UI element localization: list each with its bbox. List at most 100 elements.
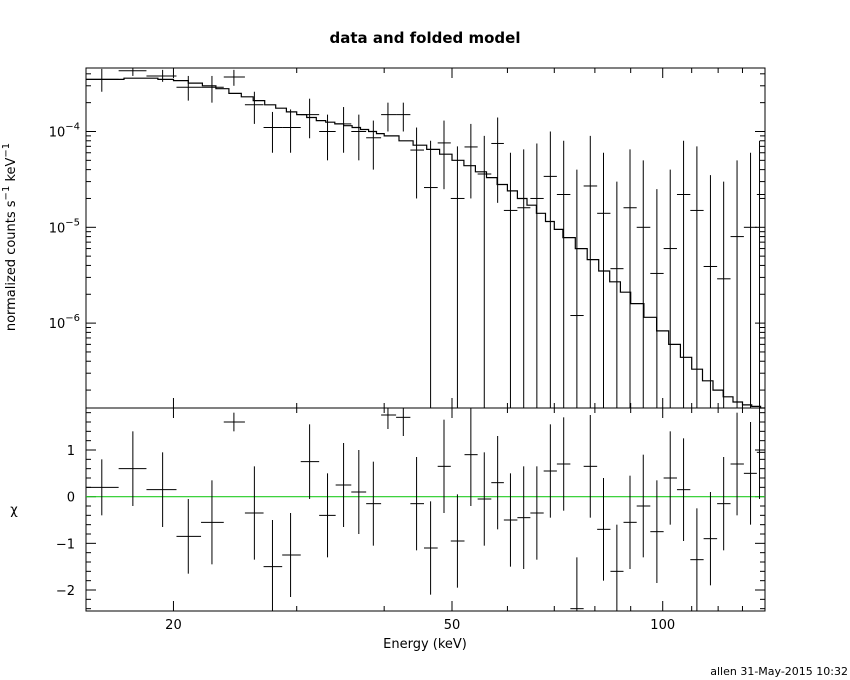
spectrum-frame (85, 67, 766, 409)
residual-point (491, 436, 504, 530)
data-point (351, 114, 367, 161)
residual-point (282, 513, 301, 597)
residual-point (663, 431, 677, 525)
residual-point (717, 457, 731, 551)
res-y-tick-label: 0 (67, 491, 75, 506)
residual-point (223, 412, 245, 432)
data-point (663, 169, 677, 408)
residual-point (477, 452, 492, 546)
spectrum-ytick-labels: 10−410−510−6 (49, 121, 80, 332)
residual-point (437, 419, 451, 513)
y-tick-label: 10−6 (49, 313, 80, 332)
data-point (410, 127, 424, 199)
res-y-tick-label: 1 (67, 444, 75, 459)
data-point (650, 189, 664, 408)
res-y-tick-label: −2 (56, 584, 75, 599)
y-tick-exponent: −4 (65, 121, 80, 132)
x-tick-label: 100 (650, 618, 675, 633)
residuals-panel: −2 −1 0 1 20 50 100 (56, 407, 766, 633)
residual-point (610, 524, 624, 611)
spectrum-ylabel: normalized counts s−1 keV−1 (1, 143, 19, 331)
data-point (610, 181, 624, 408)
residual-crosses (86, 408, 765, 611)
residual-point (623, 475, 637, 569)
residual-point (650, 480, 664, 583)
residual-point (570, 557, 584, 611)
residual-point (300, 424, 320, 499)
y-tick-mantissa: 10 (49, 317, 66, 332)
x-tick-label: 20 (165, 618, 182, 633)
spectrum-ticks (86, 68, 766, 408)
residual-point (703, 492, 718, 586)
residual-point (381, 408, 397, 429)
residual-point (583, 415, 598, 518)
data-point (381, 102, 397, 132)
y-tick-mantissa: 10 (49, 221, 66, 236)
data-point (335, 107, 352, 153)
res-y-tick-label: −1 (56, 537, 75, 552)
residual-point (410, 457, 424, 551)
data-crosses (86, 68, 765, 408)
residual-point (86, 459, 119, 516)
data-point (464, 123, 478, 199)
data-point (717, 181, 731, 408)
residual-point (556, 417, 571, 511)
residual-point (676, 438, 691, 541)
data-point (530, 143, 544, 408)
residual-point (756, 408, 765, 499)
y-tick-mantissa: 10 (49, 125, 66, 140)
x-tick-label: 50 (444, 618, 461, 633)
residual-point (530, 466, 544, 560)
data-point (300, 98, 320, 139)
data-point (503, 152, 518, 408)
y-tick-label: 10−4 (49, 121, 80, 140)
residual-point (597, 478, 611, 581)
residual-point (517, 466, 531, 569)
ylabel-mid: keV (4, 157, 19, 181)
residual-point (335, 443, 352, 527)
residuals-ytick-labels: −2 −1 0 1 (56, 444, 75, 599)
residual-point (176, 499, 202, 574)
data-point (396, 102, 411, 132)
residual-point (366, 461, 382, 546)
data-point (244, 91, 264, 124)
chart-title: data and folded model (330, 29, 521, 47)
data-point (517, 149, 531, 408)
residual-point (636, 454, 651, 558)
data-point (201, 75, 224, 103)
residual-point (503, 473, 518, 567)
data-point (703, 175, 718, 408)
data-point (319, 114, 336, 161)
data-point (263, 111, 283, 153)
data-point (86, 68, 119, 92)
ylabel-prefix: normalized counts s (4, 200, 19, 331)
data-point (556, 140, 571, 408)
data-point (282, 109, 301, 153)
data-point (756, 140, 765, 408)
residual-point (118, 431, 147, 506)
data-point (146, 69, 177, 82)
residual-point (543, 424, 557, 518)
data-point (450, 146, 465, 408)
residuals-frame (85, 407, 766, 612)
data-point (676, 140, 691, 408)
y-tick-exponent: −6 (65, 313, 80, 324)
data-point (597, 152, 611, 408)
data-point (583, 135, 598, 408)
xaxis-label: Energy (keV) (383, 637, 467, 652)
residual-point (464, 408, 478, 506)
residual-point (263, 520, 283, 611)
residual-point (450, 494, 465, 588)
data-point (743, 152, 757, 408)
data-point (118, 68, 147, 76)
data-point (366, 120, 382, 170)
data-point (690, 146, 704, 408)
residual-point (743, 422, 757, 525)
data-point (730, 160, 744, 408)
residual-point (351, 450, 367, 534)
model-step-line (86, 77, 765, 409)
data-point (570, 169, 584, 408)
ylabel-sup-1: −1 (1, 186, 12, 201)
y-tick-label: 10−5 (49, 217, 80, 236)
